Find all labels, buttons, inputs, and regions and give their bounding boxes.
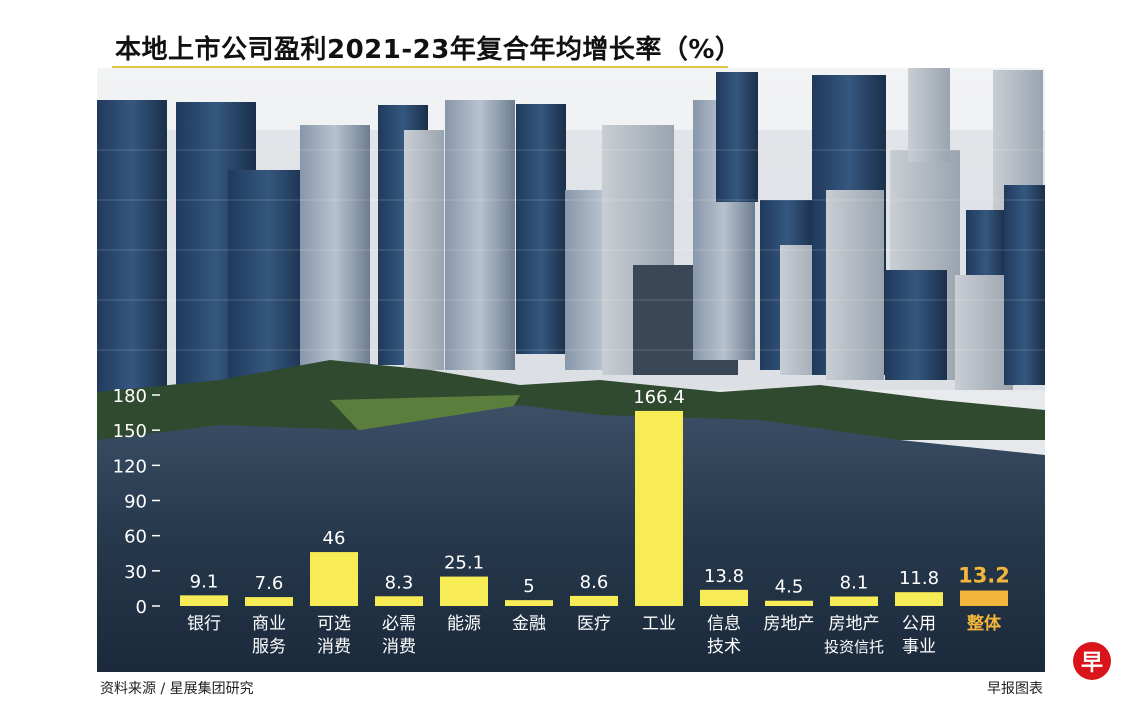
y-axis: 0 30 60 90 120 150 180 [113,386,160,618]
y-tick-label: 0 [136,597,147,618]
bar [440,576,488,606]
value-label: 4.5 [775,577,804,598]
value-label: 5 [523,576,534,597]
category-label: 工业 [642,614,676,634]
category-label: 投资信托 [824,638,884,656]
value-label: 25.1 [444,553,484,574]
category-label: 技术 [707,637,741,657]
credit-note: 早报图表 [987,681,1043,697]
bar [700,589,748,606]
bar [310,552,358,606]
category-label: 信息 [707,614,741,634]
chart-title: 本地上市公司盈利2021-23年复合年均增长率（%） [115,35,742,65]
value-label: 46 [323,528,346,549]
category-label: 房地产 [764,614,815,634]
bar [765,600,813,606]
category-label: 能源 [447,614,481,634]
category-label: 服务 [252,637,286,657]
value-labels: 9.1 7.6 46 8.3 25.1 5 8.6 166.4 13.8 4.5 8.1 11.8 13… [190,387,1010,598]
bar [505,600,553,606]
source-note: 资料来源 / 星展集团研究 [100,681,254,697]
value-label: 9.1 [190,571,219,592]
bar [180,595,228,606]
bar [830,596,878,606]
value-label: 8.6 [580,572,609,593]
y-tick-label: 180 [113,386,147,407]
value-label: 7.6 [255,573,284,594]
value-label: 8.3 [385,572,414,593]
bar [895,592,943,606]
bar [375,596,423,606]
category-label: 事业 [902,637,936,657]
value-label: 166.4 [633,387,685,408]
bar [245,597,293,606]
category-label: 可选 [317,614,351,634]
category-label: 银行 [187,614,221,634]
value-label: 8.1 [840,573,869,594]
zaobao-logo: 早 [1073,642,1111,680]
y-tick-label: 30 [124,562,147,583]
category-label: 医疗 [577,614,611,634]
category-label: 必需 [382,614,416,634]
category-label: 整体 [967,613,1002,634]
bar [635,410,683,606]
title-underline [112,66,728,68]
y-tick-label: 150 [113,421,147,442]
bar [960,590,1008,606]
category-label: 消费 [382,637,416,657]
value-label: 13.8 [704,566,744,587]
category-label: 房地产 [829,614,880,634]
value-label: 13.2 [958,564,1010,588]
category-label: 金融 [512,614,546,634]
bars [180,410,1008,606]
y-tick-label: 90 [124,492,147,513]
value-label: 11.8 [899,568,939,589]
category-label: 消费 [317,637,351,657]
y-tick-label: 60 [124,527,147,548]
y-tick-label: 120 [113,456,147,477]
category-label: 商业 [252,614,286,634]
category-label: 公用 [902,614,936,634]
bar [570,595,618,606]
